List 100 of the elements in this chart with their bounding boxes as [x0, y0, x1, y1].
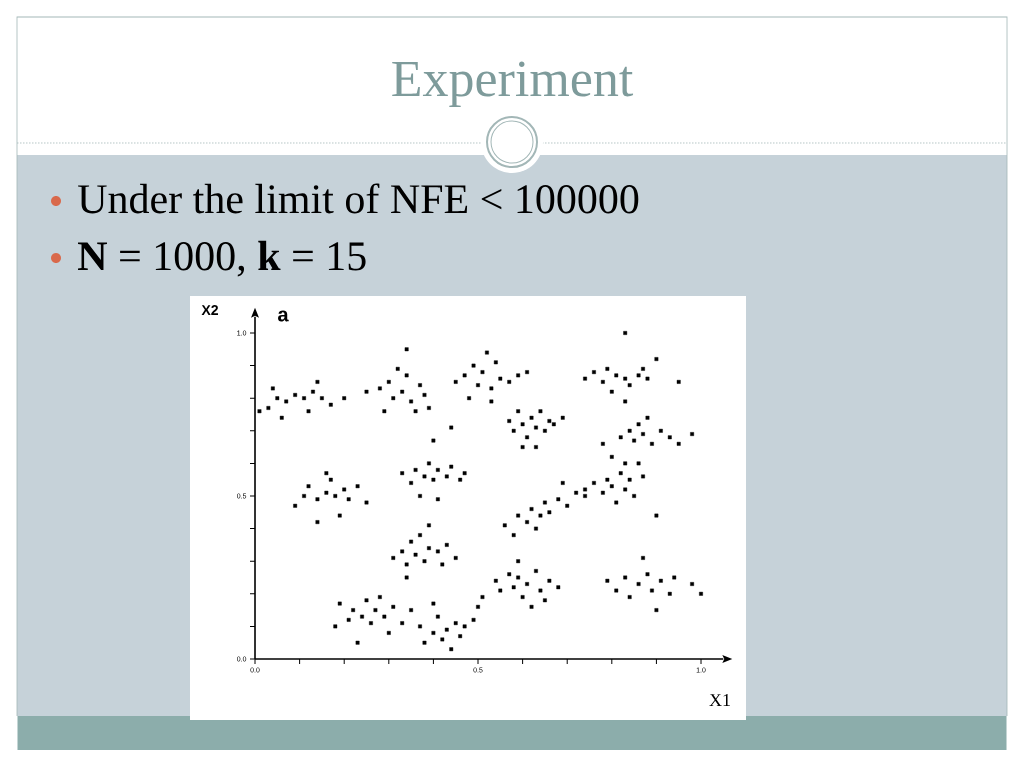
point — [498, 588, 503, 593]
point — [462, 471, 467, 476]
point — [516, 559, 521, 564]
point — [605, 477, 610, 482]
point — [507, 379, 512, 384]
point — [538, 409, 543, 414]
point — [337, 601, 342, 606]
point — [516, 513, 521, 518]
point — [346, 497, 351, 502]
point — [404, 562, 409, 567]
point — [534, 526, 538, 531]
point — [658, 428, 663, 433]
point — [435, 468, 440, 472]
point — [534, 445, 538, 449]
point — [547, 510, 552, 515]
point — [342, 487, 347, 492]
point — [449, 425, 454, 430]
point — [636, 582, 641, 586]
point — [458, 634, 463, 639]
point — [641, 474, 645, 479]
point — [493, 578, 498, 583]
point — [302, 494, 306, 498]
point — [511, 585, 516, 590]
point — [440, 637, 445, 642]
point — [364, 389, 369, 394]
point — [614, 588, 619, 593]
point — [525, 435, 529, 440]
point — [525, 520, 529, 524]
point — [618, 435, 623, 440]
point — [444, 627, 449, 632]
point — [315, 379, 320, 384]
point — [462, 624, 467, 629]
point — [600, 490, 605, 495]
point — [422, 559, 427, 564]
point — [493, 360, 498, 365]
point — [418, 383, 422, 388]
point — [279, 415, 284, 420]
point — [435, 497, 440, 502]
point — [507, 572, 512, 577]
point — [377, 386, 382, 391]
point — [400, 549, 405, 554]
point — [462, 373, 467, 378]
point — [284, 399, 289, 404]
point — [676, 379, 681, 384]
point — [431, 438, 436, 443]
point — [404, 347, 409, 352]
point — [600, 379, 605, 384]
point — [400, 471, 405, 476]
point — [525, 582, 529, 586]
point — [676, 441, 681, 446]
point — [583, 487, 587, 492]
point — [400, 389, 405, 394]
point — [306, 409, 311, 414]
point — [632, 438, 637, 443]
point — [467, 396, 471, 401]
point — [458, 477, 463, 482]
point — [560, 481, 565, 485]
point — [409, 608, 414, 612]
point — [529, 415, 534, 420]
point — [266, 406, 271, 410]
point — [627, 428, 632, 433]
point — [543, 500, 547, 505]
point — [667, 435, 672, 440]
point — [382, 614, 387, 619]
point — [453, 621, 458, 626]
point — [257, 409, 262, 414]
point — [560, 415, 565, 420]
point — [516, 575, 521, 580]
point — [636, 373, 641, 378]
point — [422, 474, 427, 479]
point — [547, 419, 552, 423]
point — [592, 481, 596, 485]
point — [409, 539, 414, 544]
point — [641, 556, 645, 560]
point — [360, 614, 364, 619]
point — [516, 409, 521, 414]
point — [525, 370, 529, 375]
point — [386, 631, 391, 635]
point — [614, 373, 619, 378]
point — [502, 523, 507, 528]
point — [592, 370, 596, 375]
point — [623, 461, 628, 466]
point — [409, 399, 414, 404]
point — [431, 477, 436, 482]
point — [627, 477, 632, 482]
point — [645, 572, 650, 577]
point — [315, 497, 320, 502]
point — [641, 366, 645, 371]
point — [435, 549, 440, 554]
point — [427, 406, 431, 410]
point — [404, 575, 409, 580]
point — [342, 396, 347, 401]
point — [333, 494, 338, 498]
point — [306, 484, 311, 489]
point — [498, 376, 503, 381]
point — [293, 503, 298, 508]
point — [413, 409, 418, 414]
point — [609, 484, 614, 489]
point — [333, 624, 338, 629]
point — [623, 575, 628, 580]
